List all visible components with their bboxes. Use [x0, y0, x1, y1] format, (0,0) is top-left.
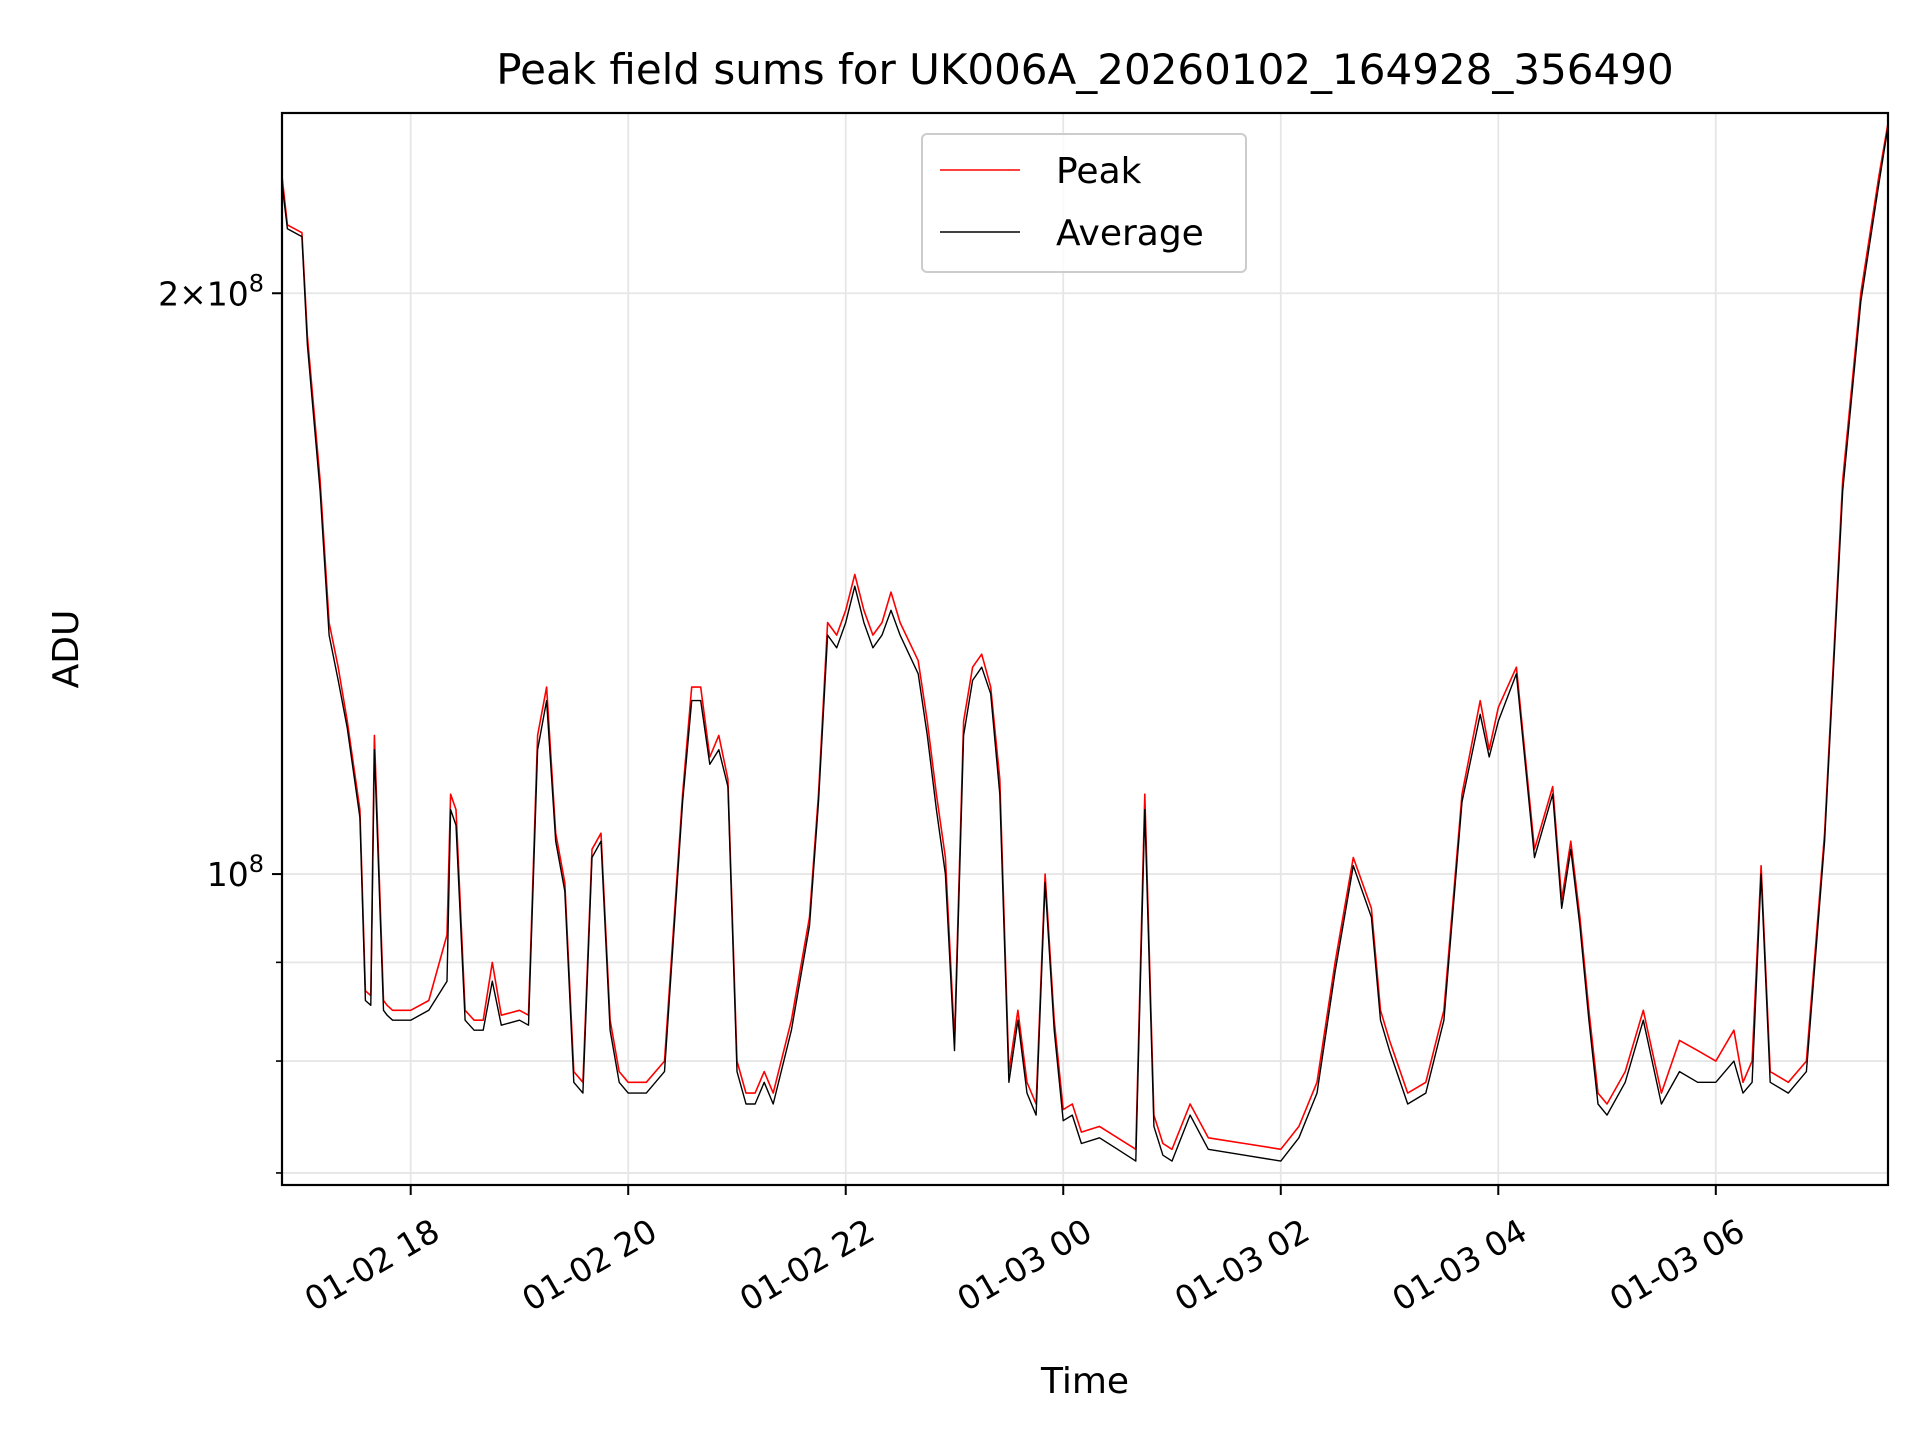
x-tick-label: 01-03 02 [1168, 1211, 1316, 1319]
series-layer [281, 123, 1889, 1162]
y-tick-label: 2×108 [158, 269, 264, 313]
x-tick-label: 01-03 06 [1603, 1211, 1751, 1319]
x-tick-label: 01-02 20 [515, 1211, 663, 1319]
legend-label-average: Average [1056, 213, 1204, 254]
x-tick-label: 01-02 22 [733, 1211, 881, 1319]
x-tick-label: 01-02 18 [298, 1211, 446, 1319]
x-axis-label: Time [1040, 1361, 1129, 1402]
series-line-average [281, 126, 1889, 1162]
legend-label-peak: Peak [1056, 151, 1142, 192]
y-tick-label: 108 [207, 850, 264, 894]
legend: Peak Average [921, 133, 1247, 273]
x-tick-label: 01-03 00 [950, 1211, 1098, 1319]
y-axis-label: ADU [46, 610, 87, 689]
legend-box [921, 133, 1247, 273]
plot-area-frame [280, 111, 1890, 1187]
chart-title: Peak field sums for UK006A_20260102_1649… [496, 45, 1673, 94]
y-axis: 2×108 108 [158, 269, 282, 1174]
x-tick-label: 01-03 04 [1385, 1211, 1533, 1319]
grid-layer [282, 113, 1888, 1185]
series-line-peak [281, 123, 1889, 1151]
x-axis: 01-02 18 01-02 20 01-02 22 01-03 00 01-03 02… [298, 1185, 1751, 1319]
